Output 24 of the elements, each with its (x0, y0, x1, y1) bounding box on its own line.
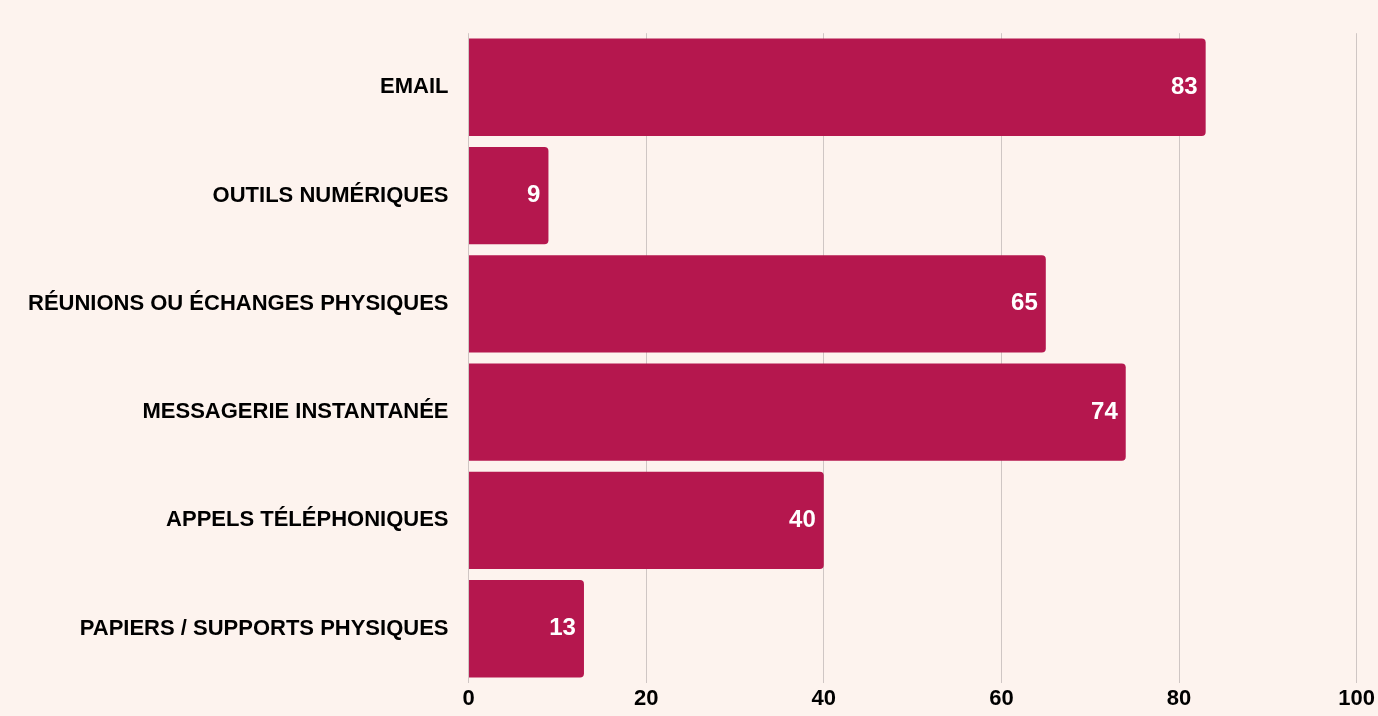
data-label: 74 (1091, 396, 1119, 424)
y-tick-label: MESSAGERIE INSTANTANÉE (142, 398, 449, 424)
x-tick-label: 60 (989, 685, 1014, 711)
x-tick-label: 0 (462, 685, 475, 711)
y-tick-label: APPELS TÉLÉPHONIQUES (166, 506, 449, 532)
x-tick-label: 40 (811, 685, 837, 711)
y-tick-label: RÉUNIONS OU ÉCHANGES PHYSIQUES (28, 289, 449, 315)
data-label: 65 (1011, 288, 1038, 316)
bar (469, 38, 1206, 137)
y-tick-label: OUTILS NUMÉRIQUES (212, 181, 449, 207)
data-label: 9 (527, 180, 541, 208)
x-tick-label: 80 (1166, 685, 1192, 711)
bar (469, 363, 1126, 461)
y-tick-label: PAPIERS / SUPPORTS PHYSIQUES (79, 614, 449, 640)
x-tick-label: 20 (633, 685, 659, 711)
data-label: 13 (549, 613, 576, 641)
bar (469, 255, 1046, 353)
data-label: 83 (1170, 71, 1198, 99)
bar (469, 579, 584, 678)
y-tick-label: EMAIL (380, 73, 449, 99)
bar (469, 146, 549, 245)
bar (469, 471, 824, 570)
x-tick-label: 100 (1338, 685, 1376, 711)
data-label: 40 (789, 505, 816, 533)
